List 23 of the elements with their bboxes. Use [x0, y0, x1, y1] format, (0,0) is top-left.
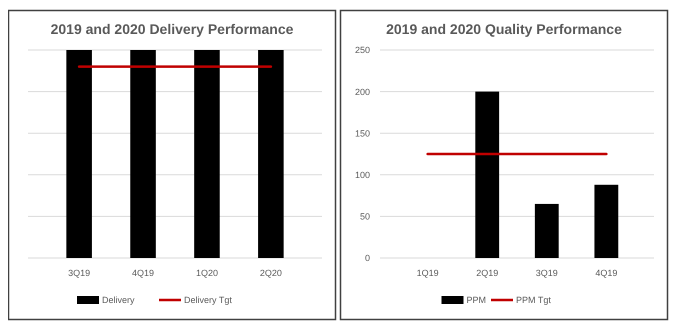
legend-label: PPM [466, 295, 486, 306]
bar [475, 92, 500, 258]
y-tick-label: 50 [360, 212, 370, 222]
x-tick-label: 3Q19 [68, 268, 90, 278]
x-tick-label: 1Q19 [416, 268, 439, 278]
bar [594, 184, 618, 258]
y-tick-label: 200 [354, 86, 370, 97]
chart-title: 2019 and 2020 Quality Performance [386, 21, 622, 37]
y-tick-label: 100 [354, 170, 370, 180]
y-tick-label: 0 [364, 253, 370, 264]
x-tick-label: 4Q19 [595, 268, 618, 278]
x-tick-label: 4Q19 [132, 268, 154, 278]
legend-label: PPM Tgt [516, 295, 552, 306]
legend-label: Delivery Tgt [184, 295, 232, 306]
bar [534, 204, 559, 258]
x-tick-label: 2Q19 [476, 268, 498, 278]
chart-title: 2019 and 2020 Delivery Performance [50, 21, 294, 37]
y-tick-label: 150 [354, 128, 370, 138]
y-tick-label: 250 [354, 45, 370, 56]
x-tick-label: 2Q20 [260, 268, 282, 278]
x-tick-label: 3Q19 [536, 268, 558, 278]
legend-label: Delivery [102, 295, 136, 306]
x-tick-label: 1Q20 [196, 268, 218, 278]
